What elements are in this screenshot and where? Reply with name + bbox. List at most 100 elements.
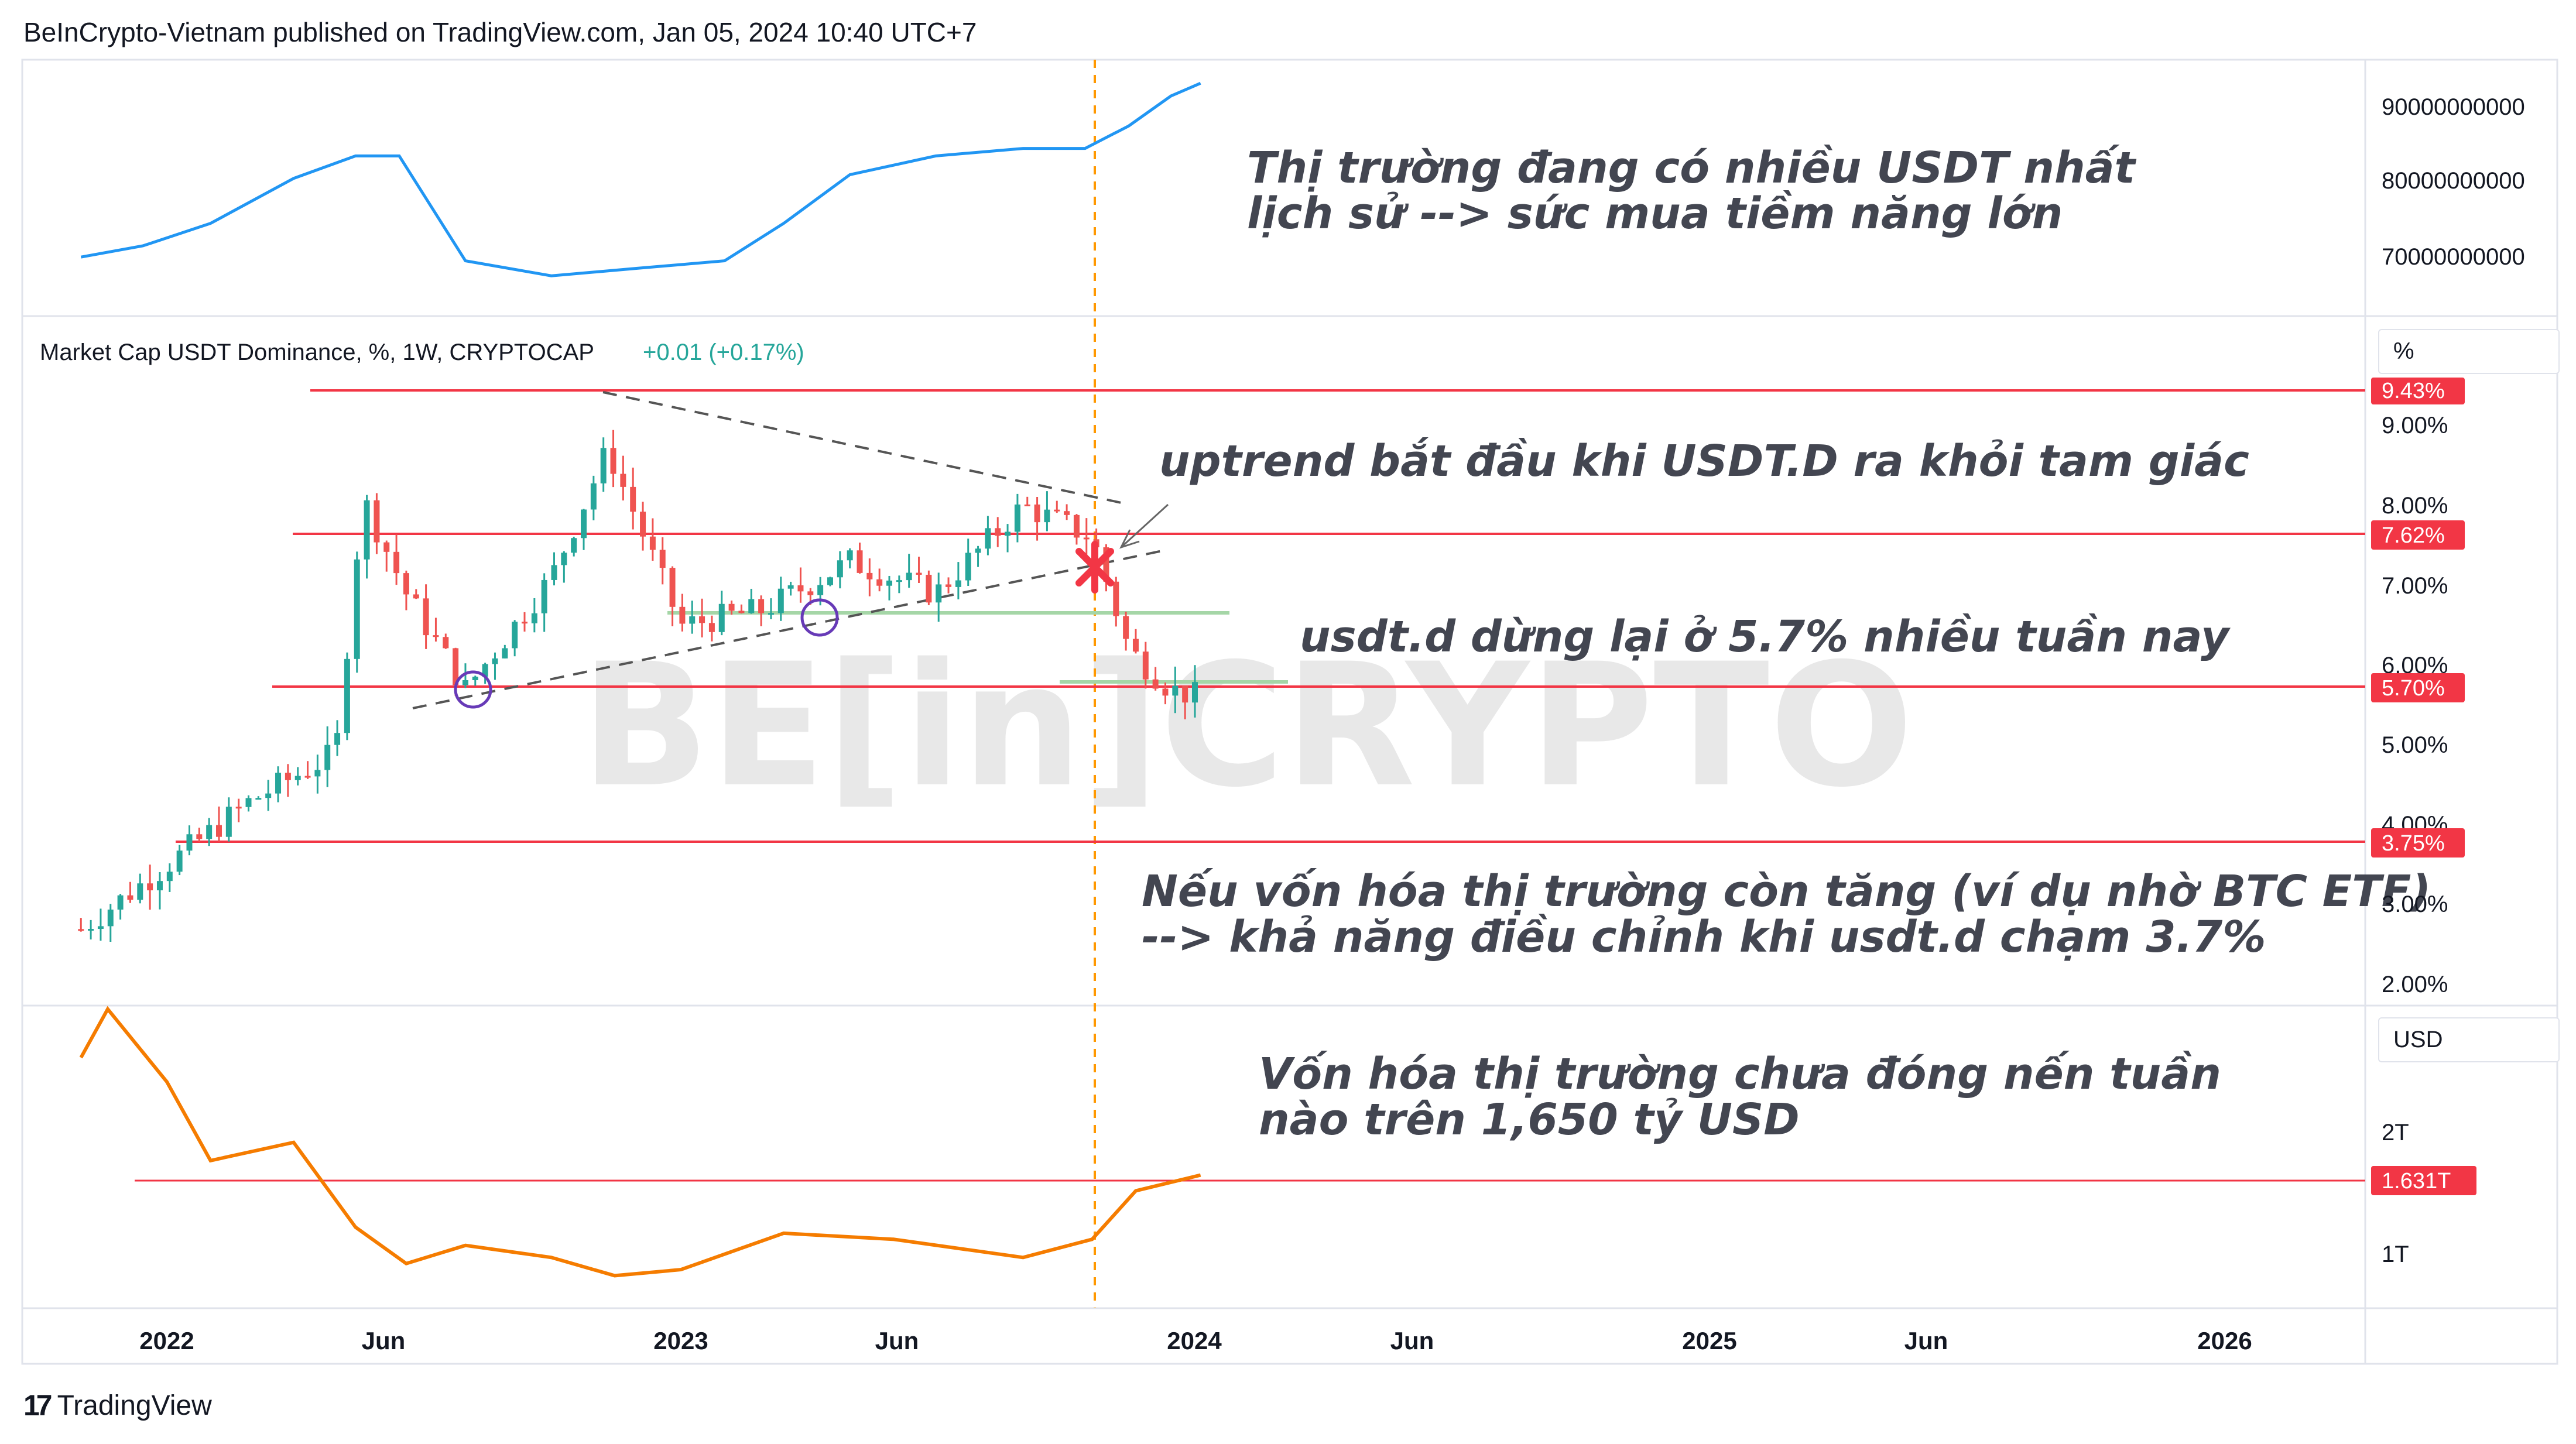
candle-body	[728, 603, 735, 611]
legend-title: Market Cap USDT Dominance, %, 1W, CRYPTO…	[40, 339, 594, 365]
candle-body	[610, 448, 616, 474]
legend-change: +0.01 (+0.17%)	[643, 339, 804, 365]
footer-brand[interactable]: 17 TradingView	[23, 1388, 212, 1422]
watermark-text: BE[in]CRYPTO	[580, 627, 1913, 825]
candle-body	[314, 770, 321, 777]
candle-body	[1005, 531, 1011, 536]
candle-body	[1162, 688, 1169, 696]
bottom-unit-selector[interactable]: USD	[2378, 1017, 2560, 1062]
uptrend-annotation: uptrend bắt đầu khi USDT.D ra khỏi tam g…	[1159, 436, 2249, 486]
candle-body	[1034, 504, 1040, 523]
xtick-2022: 2022	[139, 1327, 194, 1354]
main-ytick-3: 3.00%	[2382, 891, 2448, 917]
forecast-annotation-line2: --> khả năng điều chỉnh khi usdt.d chạm …	[1142, 912, 2266, 962]
candle-body	[176, 850, 183, 872]
candle-body	[1073, 515, 1080, 538]
candle-body	[354, 559, 360, 659]
candle-body	[649, 536, 656, 550]
candle-body	[107, 909, 114, 927]
candle-body	[807, 591, 814, 595]
xtick-2023: 2023	[653, 1327, 708, 1354]
bottom-circle-2	[800, 598, 839, 637]
main-pane: Market Cap USDT Dominance, %, 1W, CRYPTO…	[40, 339, 2465, 997]
candle-body	[364, 500, 370, 560]
badge-9-43-text: 9.43%	[2382, 379, 2445, 403]
badge-7-62-text: 7.62%	[2382, 523, 2445, 548]
candle-body	[866, 572, 873, 579]
candle-body	[571, 538, 577, 553]
candle-body	[393, 551, 400, 574]
stop-annotation: usdt.d dừng lại ở 5.7% nhiều tuần nay	[1300, 612, 2231, 662]
chart-frame	[21, 59, 2558, 1365]
badge-3-75	[2371, 828, 2465, 858]
candle-body	[1083, 537, 1090, 540]
candle-body	[344, 658, 350, 733]
badge-1-631t	[2371, 1166, 2476, 1195]
candle-body	[787, 585, 794, 589]
candle-body	[413, 594, 419, 599]
candle-body	[659, 550, 666, 568]
candle-body	[512, 622, 518, 649]
candle-body	[551, 565, 557, 580]
candle-body	[738, 610, 745, 613]
badge-1-631t-text: 1.631T	[2382, 1169, 2451, 1193]
candle-body	[708, 623, 715, 632]
candle-body	[748, 599, 755, 613]
candle-body	[285, 773, 291, 780]
candle-body	[127, 895, 133, 900]
candle-body	[472, 677, 478, 680]
triangle-upper-line	[602, 391, 1125, 505]
candle-body	[669, 568, 676, 607]
candle-body	[886, 580, 893, 586]
candle-body	[1113, 581, 1119, 616]
candle-body	[216, 825, 222, 837]
bottom-pane: Vốn hóa thị trường chưa đóng nến tuần nà…	[79, 1006, 2476, 1278]
xtick-jun-2025: Jun	[1904, 1327, 1948, 1354]
bottom-ytick-2t: 2T	[2382, 1120, 2409, 1145]
bottom-annotation-line2: nào trên 1,650 tỷ USD	[1259, 1095, 1800, 1145]
main-ytick-8: 8.00%	[2382, 493, 2448, 519]
candle-body	[797, 585, 804, 592]
candle-body	[985, 528, 991, 549]
publisher-line: BeInCrypto-Vietnam published on TradingV…	[23, 17, 977, 47]
candle-body	[482, 664, 488, 677]
candle-body	[896, 580, 902, 582]
candlesticks	[78, 430, 1198, 942]
candle-body	[1152, 679, 1159, 689]
candle-body	[955, 580, 961, 587]
candle-body	[156, 881, 163, 891]
main-unit-selector[interactable]: %	[2378, 329, 2560, 374]
badge-5-70-text: 5.70%	[2382, 676, 2445, 701]
market-cap-line	[79, 1006, 1201, 1278]
candle-body	[876, 579, 883, 586]
candle-body	[137, 883, 143, 900]
bottom-annotation-line1: Vốn hóa thị trường chưa đóng nến tuần	[1259, 1049, 2221, 1099]
candle-body	[166, 872, 173, 882]
candle-body	[926, 574, 932, 603]
candle-body	[906, 572, 912, 581]
candle-body	[1142, 651, 1149, 680]
candle-body	[561, 553, 567, 565]
candle-body	[1014, 504, 1020, 532]
breakout-cross-icon	[1075, 541, 1114, 594]
annotation-arrow	[1120, 503, 1169, 548]
top-annotation-line2: lịch sử --> sức mua tiềm năng lớn	[1247, 188, 2063, 239]
candle-body	[374, 500, 380, 543]
top-ytick-1: 80000000000	[2382, 168, 2525, 194]
candle-body	[97, 926, 104, 929]
candle-body	[304, 776, 311, 778]
candle-body	[324, 745, 331, 770]
badge-9-43	[2371, 378, 2465, 404]
candle-body	[946, 584, 952, 587]
candle-body	[78, 929, 84, 931]
badge-5-70	[2371, 673, 2465, 702]
bottom-circle-1	[454, 670, 492, 709]
candle-body	[147, 883, 153, 891]
candle-body	[196, 834, 203, 839]
candle-body	[827, 577, 833, 585]
candle-body	[975, 548, 981, 553]
time-axis[interactable]: 2022 Jun 2023 Jun 2024 Jun 2025 Jun 2026	[139, 1327, 2252, 1354]
candle-body	[443, 637, 449, 649]
candle-body	[679, 606, 686, 624]
